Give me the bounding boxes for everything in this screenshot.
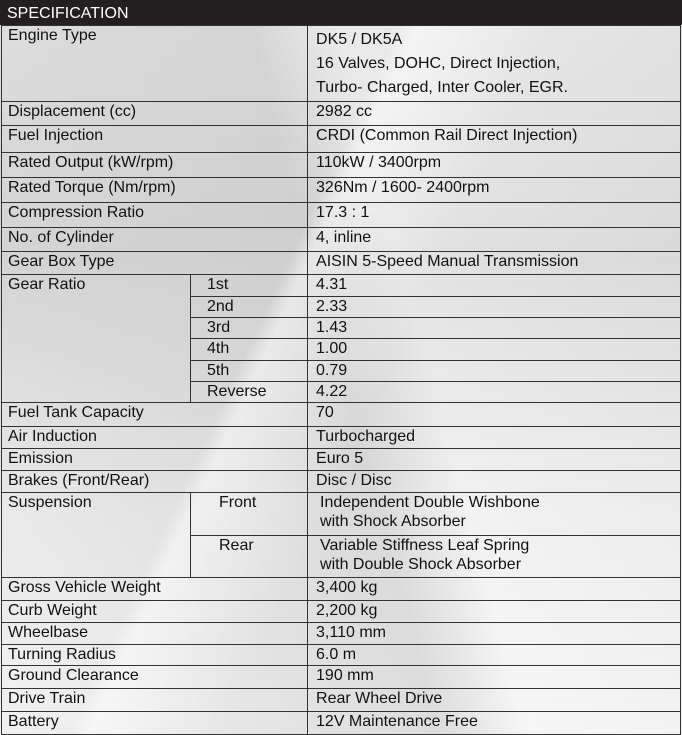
spec-row-drive: Drive Train Rear Wheel Drive xyxy=(0,688,681,712)
gear-row: Gear Ratio 1st 4.31 xyxy=(1,274,681,403)
spec-value: 4, inline xyxy=(307,227,681,252)
spec-row-displacement: Displacement (cc) 2982 cc xyxy=(0,101,681,126)
spec-value: 70 xyxy=(307,402,681,427)
spec-label: Compression Ratio xyxy=(0,202,309,228)
spec-value: 110kW / 3400rpm xyxy=(307,152,681,178)
gear-label: Reverse xyxy=(189,381,309,403)
suspension-front-row: Suspension Front Independent Double Wishbo… xyxy=(1,492,681,578)
spec-value: Variable Stiffness Leaf Spring with Doubl… xyxy=(307,535,681,578)
spec-value: AISIN 5-Speed Manual Transmission xyxy=(307,251,681,275)
spec-label: Drive Train xyxy=(0,688,309,712)
spec-row-gearbox: Gear Box Type AISIN 5-Speed Manual Transm… xyxy=(0,251,681,275)
spec-label: Gear Ratio xyxy=(1,274,191,403)
spec-row-engine-type: Engine Type DK5 / DK5A 16 Valves, DOHC, Di… xyxy=(0,25,681,102)
spec-row-fuel_injection: Fuel Injection CRDI (Common Rail Direct I… xyxy=(0,125,681,153)
spec-value: DK5 / DK5A 16 Valves, DOHC, Direct Inject… xyxy=(307,25,681,102)
spec-label: No. of Cylinder xyxy=(0,227,309,252)
spec-row-air_induction: Air Induction Turbocharged xyxy=(0,426,681,449)
spec-row-fuel_tank: Fuel Tank Capacity 70 xyxy=(0,402,681,427)
spec-label: Emission xyxy=(0,448,309,471)
gear-label: 2nd xyxy=(189,296,309,318)
gear-value: 0.79 xyxy=(307,360,681,382)
value-line: Variable Stiffness Leaf Spring xyxy=(320,537,530,554)
spec-label: Curb Weight xyxy=(0,600,309,623)
gear-value: 4.22 xyxy=(307,381,681,403)
spec-label: Ground Clearance xyxy=(0,665,309,689)
spec-value: 17.3 : 1 xyxy=(307,202,681,228)
spec-value: Turbocharged xyxy=(307,426,681,449)
spec-label: Engine Type xyxy=(0,25,309,102)
gear-label: 5th xyxy=(189,360,309,382)
spec-value: CRDI (Common Rail Direct Injection) xyxy=(307,125,681,153)
gear-value: 1.00 xyxy=(307,338,681,361)
spec-row-rated_output: Rated Output (kW/rpm) 110kW / 3400rpm xyxy=(0,152,681,178)
spec-row-wheelbase: Wheelbase 3,110 mm xyxy=(0,622,681,645)
spec-label: Fuel Injection xyxy=(0,125,309,153)
gear-label: 1st xyxy=(189,274,309,297)
spec-row-brakes: Brakes (Front/Rear) Disc / Disc xyxy=(0,470,681,493)
spec-value: Euro 5 xyxy=(307,448,681,471)
spec-row-gvw: Gross Vehicle Weight 3,400 kg xyxy=(0,577,681,601)
spec-row-curb: Curb Weight 2,200 kg xyxy=(0,600,681,623)
spec-label: Displacement (cc) xyxy=(0,101,309,126)
suspension-position: Front xyxy=(189,492,309,536)
spec-label: Air Induction xyxy=(0,426,309,449)
spec-value: 12V Maintenance Free xyxy=(307,711,681,735)
spec-value: 2,200 kg xyxy=(307,600,681,623)
spec-value: 3,400 kg xyxy=(307,577,681,601)
section-title: SPECIFICATION xyxy=(0,0,682,25)
suspension-position: Rear xyxy=(189,535,309,578)
spec-value: 2982 cc xyxy=(307,101,681,126)
spec-label: Rated Torque (Nm/rpm) xyxy=(0,177,309,203)
spec-row-battery: Battery 12V Maintenance Free xyxy=(0,711,681,735)
value-line: with Double Shock Absorber xyxy=(320,556,522,573)
value-line: Independent Double Wishbone xyxy=(320,494,540,511)
spec-value: Disc / Disc xyxy=(307,470,681,493)
spec-row-cylinder: No. of Cylinder 4, inline xyxy=(0,227,681,252)
spec-row-ground: Ground Clearance 190 mm xyxy=(0,665,681,689)
spec-value: Independent Double Wishbone with Shock Ab… xyxy=(307,492,681,536)
spec-label: Gross Vehicle Weight xyxy=(0,577,309,601)
spec-value: 190 mm xyxy=(307,665,681,689)
spec-table: Engine Type DK5 / DK5A 16 Valves, DOHC, Di… xyxy=(0,25,681,735)
spec-label: Gear Box Type xyxy=(0,251,309,275)
spec-label: Turning Radius xyxy=(0,644,309,666)
spec-label: Wheelbase xyxy=(0,622,309,645)
value-line: 16 Valves, DOHC, Direct Injection, xyxy=(316,55,561,72)
gear-value: 1.43 xyxy=(307,317,681,339)
gear-value: 2.33 xyxy=(307,296,681,318)
gear-value: 4.31 xyxy=(307,274,681,297)
gear-label: 3rd xyxy=(189,317,309,339)
gear-label: 4th xyxy=(189,338,309,361)
spec-label: Fuel Tank Capacity xyxy=(0,402,309,427)
spec-value: 3,110 mm xyxy=(307,622,681,645)
spec-label: Rated Output (kW/rpm) xyxy=(0,152,309,178)
spec-label: Suspension xyxy=(1,492,191,578)
spec-value: Rear Wheel Drive xyxy=(307,688,681,712)
value-line: Turbo- Charged, Inter Cooler, EGR. xyxy=(316,79,568,96)
spec-label: Brakes (Front/Rear) xyxy=(0,470,309,493)
value-line: with Shock Absorber xyxy=(320,513,466,530)
gear-row: 4th 1.00 xyxy=(2,338,681,361)
spec-value: 326Nm / 1600- 2400rpm xyxy=(307,177,681,203)
gear-row: Reverse 4.22 xyxy=(2,381,681,403)
spec-value: 6.0 m xyxy=(307,644,681,666)
spec-row-compression: Compression Ratio 17.3 : 1 xyxy=(0,202,681,228)
spec-row-turning: Turning Radius 6.0 m xyxy=(0,644,681,666)
spec-row-rated_torque: Rated Torque (Nm/rpm) 326Nm / 1600- 2400r… xyxy=(0,177,681,203)
spec-row-emission: Emission Euro 5 xyxy=(0,448,681,471)
value-line: DK5 / DK5A xyxy=(316,31,403,48)
suspension-rear-row: Rear Variable Stiffness Leaf Spring with D… xyxy=(2,535,681,578)
spec-label: Battery xyxy=(0,711,309,735)
